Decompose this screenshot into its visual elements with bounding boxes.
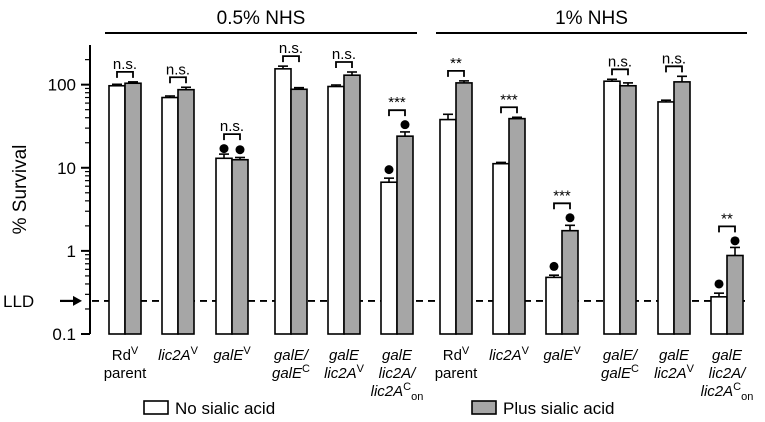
y-tick-label: 1	[67, 242, 76, 261]
bar	[396, 135, 414, 335]
data-point	[714, 279, 724, 289]
data-point	[565, 213, 575, 223]
bar	[108, 84, 126, 335]
significance-label: n.s.	[332, 46, 356, 63]
data-point	[384, 165, 394, 175]
bar	[726, 254, 744, 335]
significance-label: n.s.	[113, 56, 137, 73]
significance-label: ***	[553, 187, 571, 204]
significance-bracket	[116, 70, 134, 78]
y-tick-label: 10	[57, 159, 76, 178]
significance-label: n.s.	[279, 40, 303, 57]
significance-label: n.s.	[608, 53, 632, 70]
significance-label: n.s.	[166, 61, 190, 78]
category-label: lic2ACon	[371, 381, 424, 403]
significance-bracket	[718, 225, 736, 233]
category-label: lic2AV	[324, 363, 365, 382]
category-label: parent	[104, 365, 147, 382]
category-label: lic2AV	[158, 345, 199, 364]
bar	[619, 84, 637, 335]
group-label: 0.5% NHS	[217, 8, 306, 29]
legend-swatch	[471, 400, 497, 415]
y-axis-label: % Survival	[10, 145, 31, 235]
significance-bracket	[553, 202, 571, 210]
category-label: galE	[659, 347, 690, 364]
category-label: lic2ACon	[701, 381, 754, 403]
category-label: galEC	[601, 363, 639, 382]
category-label: RdV	[443, 345, 470, 364]
category-label: RdV	[112, 345, 139, 364]
data-point	[730, 236, 740, 246]
category-label: galEV	[543, 345, 581, 364]
bar	[343, 74, 361, 335]
category-label: lic2A/	[379, 365, 418, 382]
bar	[492, 162, 510, 335]
bar	[508, 117, 526, 335]
bar	[161, 96, 179, 335]
legend-swatch	[143, 400, 169, 415]
group-label: 1% NHS	[555, 8, 628, 29]
bar	[561, 229, 579, 335]
bar	[290, 88, 308, 335]
category-label: lic2AV	[489, 345, 530, 364]
bar	[439, 118, 457, 335]
significance-label: n.s.	[662, 50, 686, 67]
data-point	[219, 144, 229, 154]
data-point	[400, 120, 410, 130]
bar	[274, 68, 292, 335]
bar	[603, 80, 621, 335]
category-label: galE	[382, 347, 413, 364]
category-label: galEV	[213, 345, 251, 364]
data-point	[235, 145, 245, 155]
bar	[177, 88, 195, 335]
bar	[455, 82, 473, 335]
bar	[380, 181, 398, 335]
y-tick-label: 100	[48, 76, 76, 95]
y-tick-label: 0.1	[52, 325, 76, 344]
significance-bracket	[500, 106, 518, 114]
category-label: galE	[712, 347, 743, 364]
bar	[327, 85, 345, 335]
significance-bracket	[447, 69, 465, 77]
category-label: lic2A/	[709, 365, 748, 382]
category-label: parent	[435, 365, 478, 382]
category-label: galE	[329, 347, 360, 364]
bar	[124, 82, 142, 335]
lld-arrow-icon	[73, 295, 82, 306]
significance-bracket	[665, 65, 683, 73]
data-point	[549, 261, 559, 271]
bar	[215, 157, 233, 335]
bar	[657, 101, 675, 335]
bar	[231, 158, 249, 335]
legend-label: Plus sialic acid	[503, 399, 615, 418]
category-label: lic2AV	[654, 363, 695, 382]
significance-bracket	[223, 133, 241, 141]
bar	[710, 296, 728, 335]
bar	[673, 81, 691, 335]
category-label: galEC	[272, 363, 310, 382]
significance-label: ***	[500, 91, 518, 108]
bar	[545, 276, 563, 335]
significance-label: n.s.	[220, 118, 244, 135]
lld-label: LLD	[3, 292, 34, 311]
significance-label: **	[450, 55, 462, 72]
significance-label: ***	[388, 94, 406, 111]
category-label: galE/	[274, 347, 310, 364]
legend-label: No sialic acid	[175, 399, 275, 418]
significance-bracket	[335, 61, 353, 68]
significance-bracket	[611, 68, 629, 76]
significance-label: **	[721, 210, 733, 227]
category-label: galE/	[603, 347, 639, 364]
significance-bracket	[282, 55, 300, 63]
significance-bracket	[169, 76, 187, 84]
significance-bracket	[388, 109, 406, 117]
